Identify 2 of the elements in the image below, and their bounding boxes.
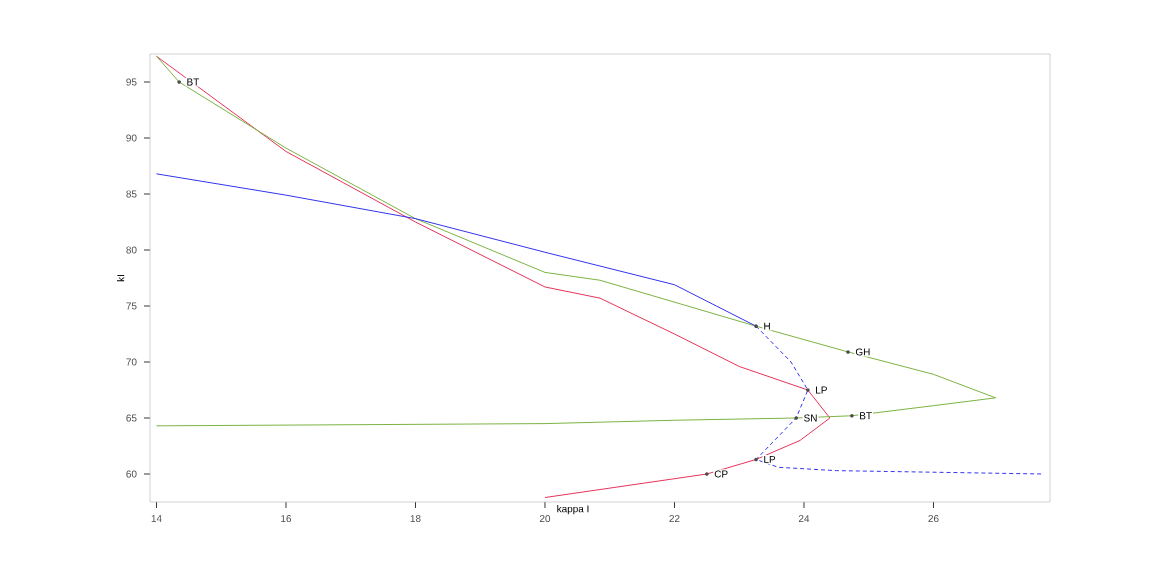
line-series	[155, 55, 831, 499]
line-series	[155, 55, 997, 427]
